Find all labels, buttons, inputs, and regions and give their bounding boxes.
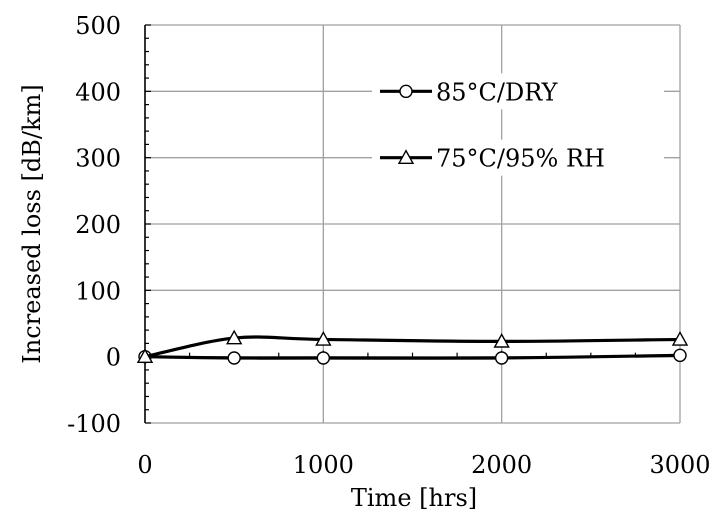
legend-label: 85°C/DRY	[436, 78, 559, 106]
series-lines	[136, 329, 689, 365]
x-axis-title: Time [hrs]	[351, 484, 477, 512]
y-axis-title: Increased loss [dB/km]	[18, 84, 46, 363]
data-point-triangle	[225, 329, 243, 345]
data-point-circle	[316, 351, 331, 365]
data-point-triangle	[493, 332, 510, 348]
x-tick-label: 2000	[471, 451, 532, 479]
data-point-triangle	[315, 330, 332, 346]
legend-marker-circle	[399, 84, 413, 99]
legend: 85°C/DRY 75°C/95% RH	[372, 73, 664, 176]
x-tick-label: 1000	[293, 451, 354, 479]
data-point-circle	[227, 351, 241, 365]
data-point-circle	[494, 351, 509, 365]
data-point-triangle	[136, 348, 154, 363]
tick-labels: -100 0 100 200 300 400 500 0 1000 2000 3000	[67, 12, 710, 479]
y-tick-label: 0	[106, 344, 121, 372]
x-tick-label: 0	[137, 451, 152, 479]
x-tick-label: 3000	[649, 451, 710, 479]
y-tick-label: 200	[75, 211, 121, 239]
legend-label: 75°C/95% RH	[436, 145, 605, 173]
series-line-1	[144, 353, 681, 360]
y-tick-label: -100	[67, 410, 121, 438]
y-tick-label: 400	[75, 78, 121, 106]
data-point-circle	[673, 348, 687, 363]
y-tick-label: 100	[75, 277, 121, 305]
y-tick-label: 500	[75, 12, 121, 40]
y-tick-label: 300	[75, 145, 121, 173]
data-point-triangle	[671, 330, 689, 346]
legend-marker-triangle	[397, 149, 415, 164]
series-line-2	[144, 335, 681, 359]
